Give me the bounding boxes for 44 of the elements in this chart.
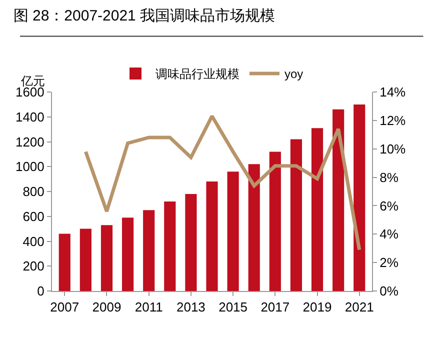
y-tick-label: 200	[22, 258, 44, 274]
x-tick-label: 2019	[302, 300, 332, 315]
legend-label: 调味品行业规模	[156, 67, 240, 82]
y-tick-label: 1400	[15, 109, 44, 124]
y2-tick-label: 2%	[380, 255, 399, 270]
bar	[248, 164, 260, 291]
bar	[206, 182, 218, 291]
y2-tick-label: 8%	[380, 170, 399, 185]
y2-tick-label: 0%	[380, 284, 399, 299]
bar	[100, 225, 113, 291]
y2-tick-label: 6%	[380, 198, 399, 214]
x-tick-label: 2017	[260, 300, 290, 315]
y2-tick-label: 4%	[380, 226, 399, 242]
bar	[311, 128, 324, 291]
bar	[227, 172, 239, 291]
bar	[332, 109, 344, 291]
x-tick-label: 2021	[344, 300, 374, 315]
bar	[164, 201, 176, 291]
bar	[185, 194, 197, 291]
legend-label: yoy	[284, 67, 304, 82]
x-tick-label: 2009	[92, 300, 122, 315]
chart-title: 图 28：2007-2021 我国调味品市场规模	[13, 8, 276, 25]
bar	[58, 234, 70, 291]
y2-tick-label: 12%	[380, 112, 406, 128]
y-tick-label: 1200	[15, 134, 44, 150]
line-series	[84, 114, 362, 252]
y-tick-label: 400	[22, 234, 44, 249]
y-axis-title: 亿元	[20, 74, 45, 88]
y2-tick-label: 10%	[380, 141, 406, 156]
x-tick-label: 2013	[176, 300, 206, 315]
y-tick-label: 1000	[15, 159, 44, 174]
x-tick-label: 2015	[218, 300, 248, 315]
bar	[354, 104, 366, 291]
y-tick-label: 0	[37, 284, 44, 299]
bar	[269, 152, 281, 291]
x-tick-label: 2007	[50, 300, 80, 315]
y2-tick-label: 14%	[380, 84, 406, 100]
y-tick-label: 600	[22, 208, 44, 224]
y-tick-label: 800	[22, 184, 44, 200]
bar	[143, 210, 155, 291]
bar	[290, 139, 302, 291]
bar	[122, 218, 134, 291]
x-tick-label: 2011	[134, 300, 163, 315]
bar	[80, 228, 92, 291]
